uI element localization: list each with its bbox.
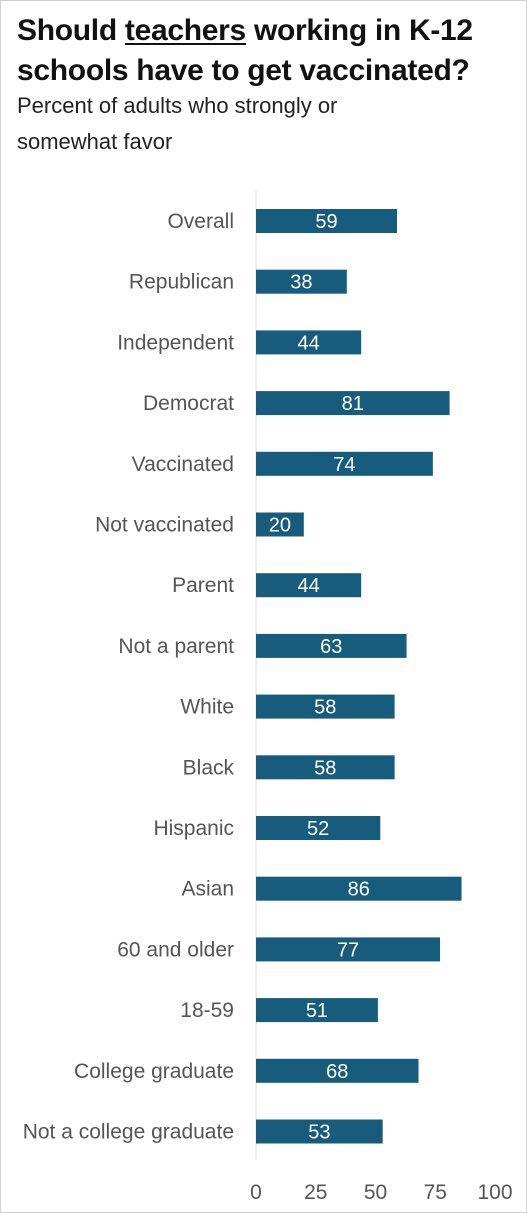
category-label: Parent [172, 574, 234, 597]
category-label: Vaccinated [132, 453, 234, 476]
chart-subtitle: Percent of adults who strongly or somewh… [17, 93, 338, 154]
bar-value-label: 68 [326, 1061, 348, 1083]
chart-title: Should teachers working in K-12 schools … [17, 11, 517, 91]
category-label: Overall [167, 210, 234, 233]
bar-value-label: 81 [342, 393, 364, 415]
bar-value-label: 63 [320, 636, 342, 658]
bar-value-label: 20 [269, 515, 291, 537]
bar-value-label: 74 [333, 454, 355, 476]
category-label: Democrat [143, 392, 234, 415]
bar-value-label: 58 [314, 697, 336, 719]
bar-value-label: 59 [315, 211, 337, 233]
category-label: College graduate [74, 1060, 234, 1083]
title-part-after: working in K-12 schools have to get vacc… [17, 14, 473, 87]
bar-value-label: 51 [306, 1000, 328, 1022]
bar [256, 209, 398, 233]
category-label: Hispanic [153, 817, 234, 840]
bar [256, 269, 347, 294]
bar [256, 755, 395, 780]
category-label: 18-59 [180, 999, 234, 1022]
title-underlined-word: teachers [124, 14, 246, 47]
bar [256, 451, 433, 476]
bar-value-label: 86 [348, 879, 370, 901]
category-label: Not a parent [118, 635, 234, 658]
bar [256, 633, 407, 658]
x-tick-label: 50 [364, 1181, 387, 1204]
bar [256, 876, 462, 901]
category-label: 60 and older [117, 938, 234, 961]
bar-value-label: 77 [337, 939, 359, 961]
bar [256, 391, 450, 416]
bar [256, 1058, 419, 1083]
bar-value-label: 38 [290, 272, 312, 294]
category-label: Republican [129, 271, 234, 294]
x-tick-label: 75 [424, 1181, 447, 1204]
bar [256, 330, 362, 355]
bar [256, 816, 381, 840]
bar [256, 937, 441, 962]
bar [256, 573, 362, 598]
bar [256, 512, 304, 537]
x-tick-label: 100 [477, 1181, 512, 1204]
bar-value-label: 58 [314, 757, 336, 779]
bar-value-label: 52 [307, 818, 329, 840]
category-label: Not a college graduate [23, 1121, 234, 1144]
bar-value-label: 44 [297, 575, 319, 597]
bar [256, 998, 378, 1023]
bar-value-label: 44 [297, 332, 319, 354]
category-label: Independent [117, 331, 234, 354]
x-tick-label: 0 [250, 1181, 262, 1204]
x-tick-label: 25 [304, 1181, 327, 1204]
bar-value-label: 53 [308, 1122, 330, 1144]
bar [256, 1119, 383, 1144]
category-label: Black [183, 756, 235, 779]
category-label: Asian [181, 878, 234, 901]
category-label: Not vaccinated [95, 514, 234, 537]
category-label: White [180, 696, 234, 719]
title-part-before: Should [17, 14, 125, 47]
bar [256, 694, 395, 719]
